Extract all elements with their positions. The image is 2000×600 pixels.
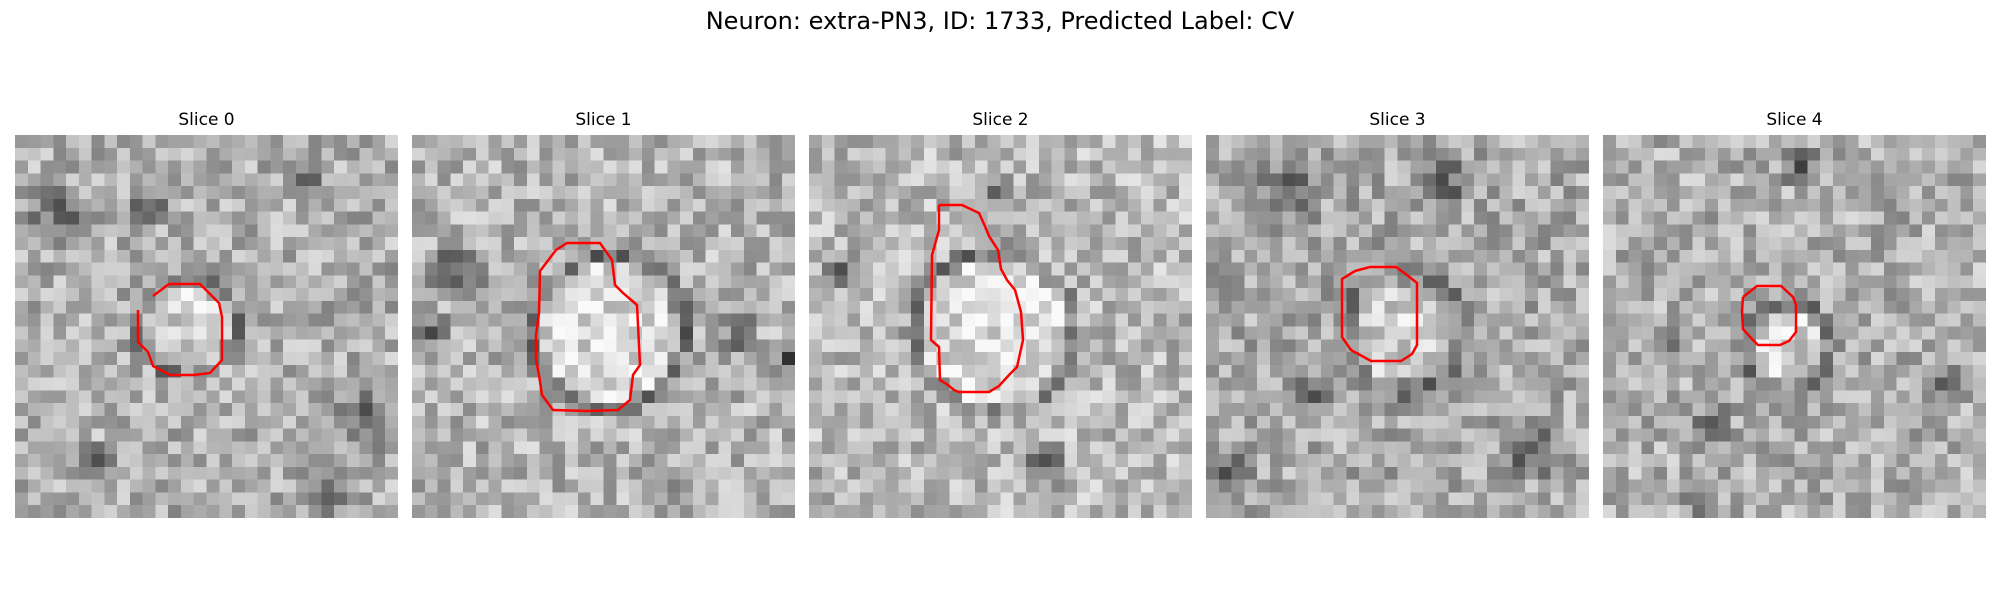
segmentation-contour-2 xyxy=(929,203,1025,394)
slice-title-2: Slice 2 xyxy=(972,110,1029,130)
segmentation-contour-3 xyxy=(1340,265,1419,363)
slice-image-0 xyxy=(15,135,398,518)
figure-title: Neuron: extra-PN3, ID: 1733, Predicted L… xyxy=(705,7,1295,35)
segmentation-contour-0 xyxy=(136,282,224,377)
slice-title-0: Slice 0 xyxy=(178,110,235,130)
slice-title-1: Slice 1 xyxy=(575,110,632,130)
slice-panel-0: Slice 0 xyxy=(15,108,398,518)
slice-panel-4: Slice 4 xyxy=(1603,108,1986,518)
slice-image-2 xyxy=(809,135,1192,518)
slice-image-4 xyxy=(1603,135,1986,518)
slice-panel-1: Slice 1 xyxy=(412,108,795,518)
slice-title-4: Slice 4 xyxy=(1766,110,1823,130)
slice-title-3: Slice 3 xyxy=(1369,110,1426,130)
segmentation-contour-1 xyxy=(534,241,642,413)
slice-image-3 xyxy=(1206,135,1589,518)
slice-image-1 xyxy=(412,135,795,518)
segmentation-contour-4 xyxy=(1740,284,1798,347)
slice-panel-2: Slice 2 xyxy=(809,108,1192,518)
slice-panel-3: Slice 3 xyxy=(1206,108,1589,518)
